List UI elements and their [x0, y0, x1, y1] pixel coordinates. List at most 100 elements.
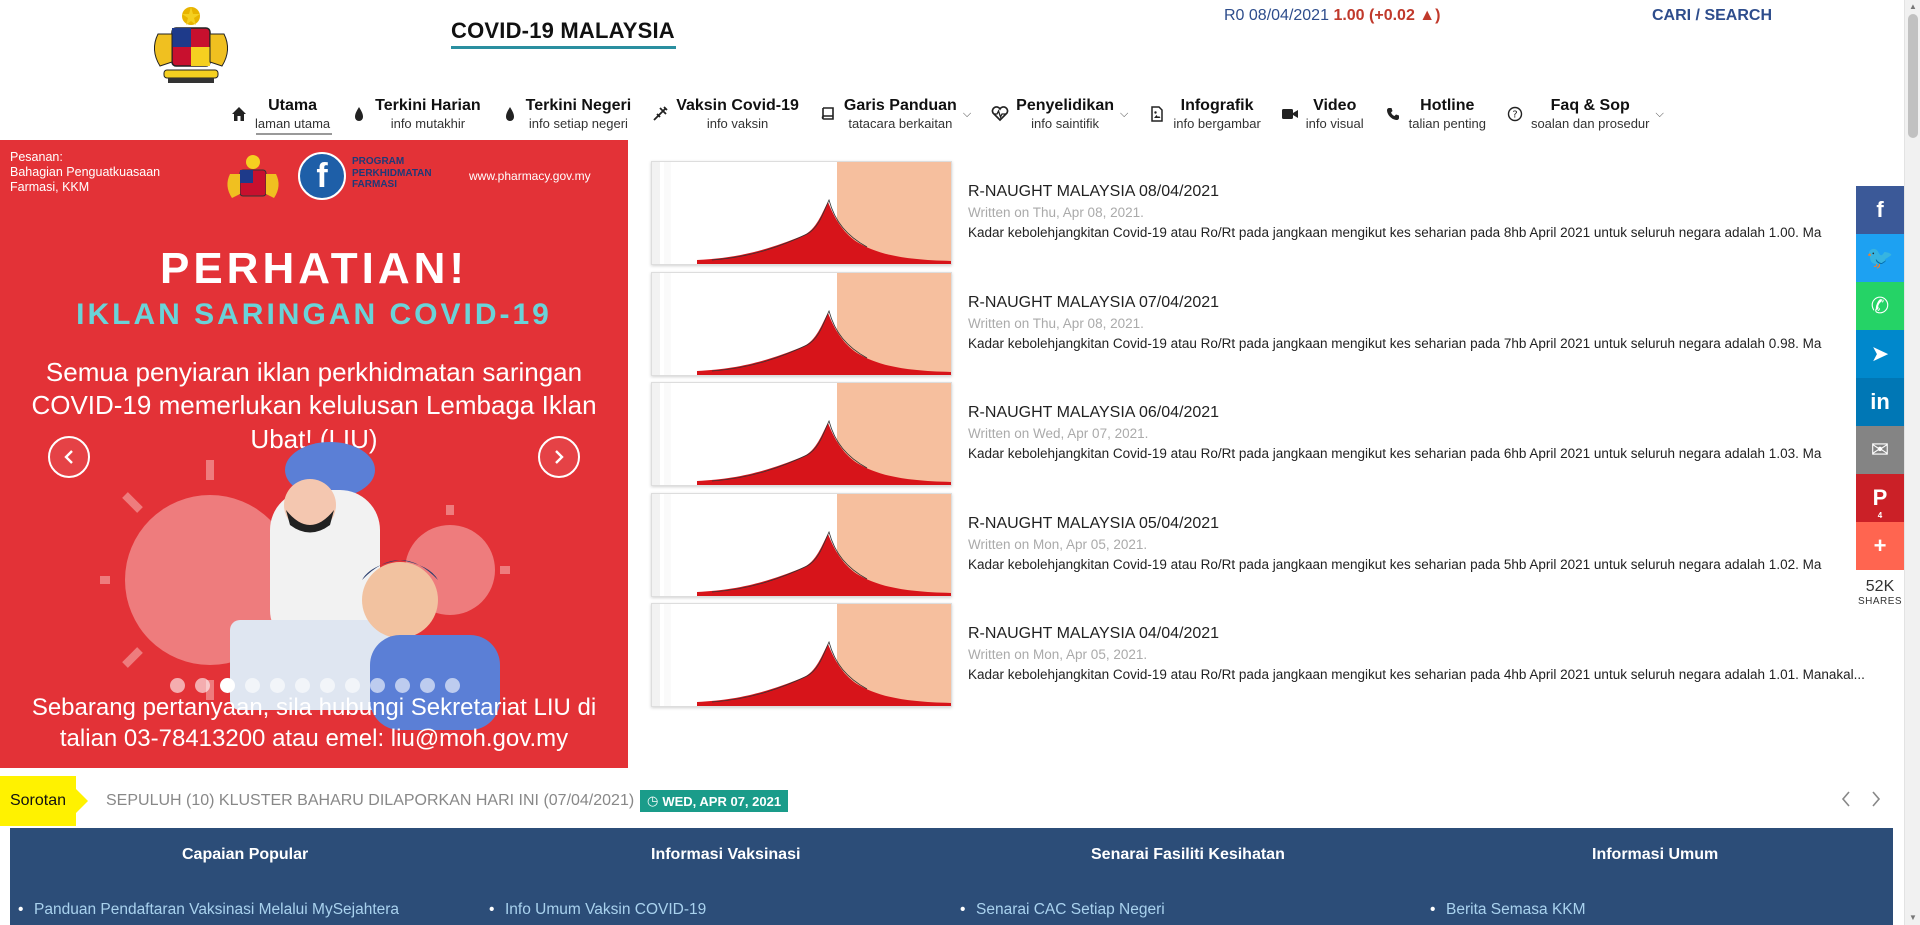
article-item[interactable]: R-NAUGHT MALAYSIA 05/04/2021 Written on …	[651, 492, 1901, 603]
slider-dot[interactable]	[395, 678, 410, 693]
nav-item-terkini-harian[interactable]: Terkini Harian info mutakhir	[340, 97, 491, 131]
footer-link[interactable]: Senarai CAC Setiap Negeri	[960, 901, 1165, 919]
page-scrollbar[interactable]: ▲ ▼	[1904, 0, 1920, 925]
nav-sub: talian penting	[1408, 115, 1486, 131]
question-icon: ?	[1506, 105, 1524, 123]
nav-label: Vaksin Covid-19	[676, 96, 799, 114]
nav-label: Garis Panduan	[843, 96, 957, 114]
article-thumbnail[interactable]	[651, 161, 952, 265]
linkedin-icon: in	[1870, 389, 1890, 414]
slider-dot[interactable]	[270, 678, 285, 693]
syringe-icon	[501, 105, 519, 123]
article-title[interactable]: R-NAUGHT MALAYSIA 05/04/2021	[968, 514, 1220, 532]
article-item[interactable]: R-NAUGHT MALAYSIA 07/04/2021 Written on …	[651, 271, 1901, 382]
nav-item-video[interactable]: Video info visual	[1271, 97, 1374, 131]
nav-label: Faq & Sop	[1550, 96, 1630, 114]
site-title[interactable]: COVID-19 MALAYSIA	[451, 18, 675, 43]
slider-dot[interactable]	[245, 678, 260, 693]
footer-link[interactable]: Info Umum Vaksin COVID-19	[489, 901, 706, 919]
share-telegram-button[interactable]: ➤	[1856, 330, 1904, 378]
ticker-date-badge: ◷ WED, APR 07, 2021	[640, 790, 789, 812]
article-item[interactable]: R-NAUGHT MALAYSIA 04/04/2021 Written on …	[651, 602, 1901, 713]
nav-sub: info saintifik	[1031, 115, 1100, 131]
nav-label: Infografik	[1180, 96, 1254, 114]
article-description: Kadar kebolehjangkitan Covid-19 atau Ro/…	[968, 556, 1822, 572]
nav-item-vaksin[interactable]: Vaksin Covid-19 info vaksin	[641, 97, 809, 131]
share-email-button[interactable]: ✉	[1856, 426, 1904, 474]
nav-label: Video	[1313, 96, 1357, 114]
search-link[interactable]: CARI / SEARCH	[1652, 7, 1773, 24]
chevron-down-icon: ⌵	[1655, 107, 1664, 120]
slider-dot[interactable]	[195, 678, 210, 693]
slider-prev-button[interactable]	[48, 436, 90, 478]
nav-item-utama[interactable]: Utama laman utama	[220, 97, 340, 135]
syringe-icon	[350, 105, 368, 123]
scroll-up-arrow-icon[interactable]: ▲	[1909, 2, 1917, 11]
share-whatsapp-button[interactable]: ✆	[1856, 282, 1904, 330]
article-description: Kadar kebolehjangkitan Covid-19 atau Ro/…	[968, 335, 1822, 351]
ticker-date: WED, APR 07, 2021	[662, 793, 782, 809]
title-underline	[451, 46, 676, 49]
article-title[interactable]: R-NAUGHT MALAYSIA 04/04/2021	[968, 625, 1220, 642]
r0-indicator: R0 08/04/2021 1.00 (+0.02 ▲)	[1224, 7, 1440, 25]
article-description: Kadar kebolehjangkitan Covid-19 atau Ro/…	[968, 446, 1822, 461]
slider-dot[interactable]	[320, 678, 335, 693]
scroll-down-arrow-icon[interactable]: ▼	[1909, 913, 1917, 922]
slider-next-button[interactable]	[538, 436, 580, 478]
nav-sub: tatacara berkaitan	[848, 115, 953, 131]
article-thumbnail[interactable]	[651, 271, 952, 376]
article-title[interactable]: R-NAUGHT MALAYSIA 06/04/2021	[968, 404, 1220, 421]
nav-item-hotline[interactable]: Hotline talian penting	[1374, 97, 1496, 131]
ticker-prev-button[interactable]	[1840, 788, 1852, 814]
email-icon: ✉	[1870, 437, 1890, 462]
home-icon	[230, 105, 248, 123]
scrollbar-thumb[interactable]	[1908, 14, 1918, 138]
slider-dot[interactable]	[370, 678, 385, 693]
nav-item-faq-sop[interactable]: ? Faq & Sop soalan dan prosedur ⌵	[1496, 97, 1674, 131]
slider-dot[interactable]	[170, 678, 185, 693]
share-facebook-button[interactable]: f	[1856, 186, 1904, 234]
share-bar: f 🐦 ✆ ➤ in ✉ P 4 +	[1856, 186, 1904, 570]
nav-item-terkini-negeri[interactable]: Terkini Negeri info setiap negeri	[491, 97, 642, 131]
main-nav: Utama laman utama Terkini Harian info muta…	[220, 97, 1674, 137]
slider-dot[interactable]	[220, 678, 235, 693]
slider-dot[interactable]	[445, 678, 460, 693]
article-title[interactable]: R-NAUGHT MALAYSIA 07/04/2021	[968, 293, 1220, 311]
ticker-headline[interactable]: SEPULUH (10) KLUSTER BAHARU DILAPORKAN H…	[106, 792, 635, 809]
slide-message-line: Farmasi, KKM	[10, 180, 90, 194]
book-icon	[819, 105, 837, 123]
slider-dot[interactable]	[345, 678, 360, 693]
program-label: PROGRAM PERKHIDMATAN FARMASI	[352, 156, 432, 191]
article-list: R-NAUGHT MALAYSIA 08/04/2021 Written on …	[651, 160, 1901, 713]
article-thumbnail[interactable]	[651, 382, 952, 486]
footer-link[interactable]: Berita Semasa KKM	[1430, 901, 1586, 919]
nav-item-penyelidikan[interactable]: Penyelidikan info saintifik ⌵	[981, 97, 1138, 131]
nav-label: Penyelidikan	[1016, 96, 1114, 114]
slider-dot[interactable]	[295, 678, 310, 693]
footer-link[interactable]: Panduan Pendaftaran Vaksinasi Melalui My…	[18, 901, 399, 919]
article-thumbnail[interactable]	[651, 603, 952, 707]
nav-sub: info setiap negeri	[528, 115, 628, 131]
share-more-button[interactable]: +	[1856, 522, 1904, 570]
article-title[interactable]: R-NAUGHT MALAYSIA 08/04/2021	[968, 183, 1220, 200]
ticker-next-button[interactable]	[1870, 788, 1882, 814]
slider-dot[interactable]	[420, 678, 435, 693]
share-linkedin-button[interactable]: in	[1856, 378, 1904, 426]
nav-item-garis-panduan[interactable]: Garis Panduan tatacara berkaitan ⌵	[809, 97, 981, 131]
article-description: Kadar kebolehjangkitan Covid-19 atau Ro/…	[968, 667, 1865, 682]
malaysia-coat-of-arms-logo[interactable]	[138, 4, 244, 86]
article-item[interactable]: R-NAUGHT MALAYSIA 06/04/2021 Written on …	[651, 381, 1901, 492]
share-total: 52K SHARES	[1848, 578, 1912, 607]
nav-item-infografik[interactable]: Infografik info bergambar	[1138, 97, 1270, 131]
ticker-label: Sorotan	[0, 776, 88, 826]
announcement-slider[interactable]: Pesanan: Bahagian Penguatkuasaan Farmasi…	[0, 140, 628, 768]
article-item[interactable]: R-NAUGHT MALAYSIA 08/04/2021 Written on …	[651, 160, 1901, 271]
program-line: PERKHIDMATAN	[352, 167, 432, 179]
program-line: FARMASI	[352, 179, 397, 190]
kkm-emblem-icon	[222, 152, 284, 204]
share-twitter-button[interactable]: 🐦	[1856, 234, 1904, 282]
nav-sub: laman utama	[255, 115, 331, 131]
slide-headline: PERHATIAN!	[159, 244, 469, 293]
article-thumbnail[interactable]	[651, 492, 952, 597]
